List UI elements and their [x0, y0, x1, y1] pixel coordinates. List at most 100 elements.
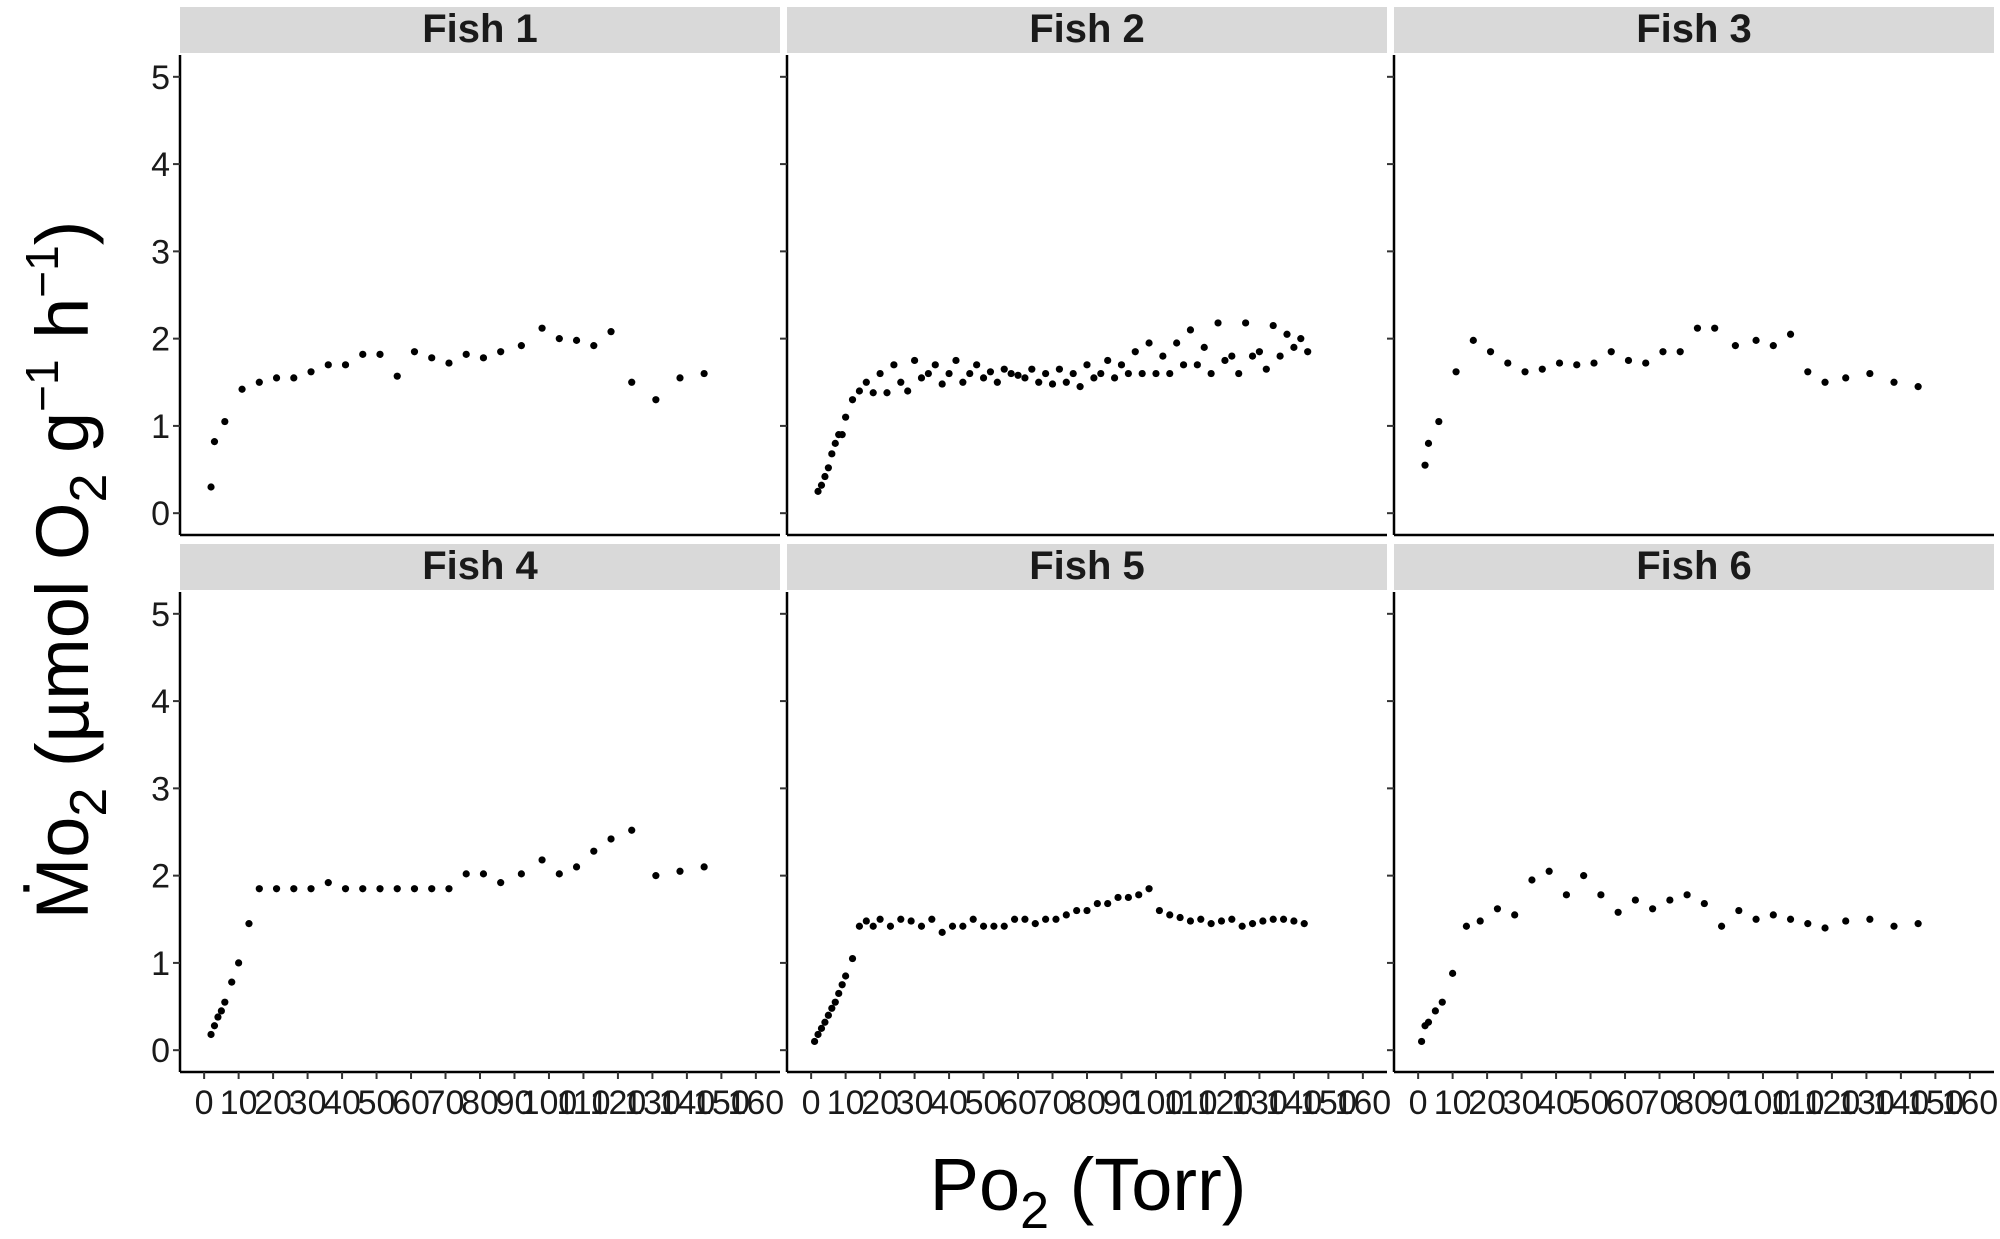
x-tick-label: 80: [1068, 1084, 1106, 1122]
data-point: [917, 922, 926, 930]
x-tick-label: 100: [1735, 1084, 1792, 1122]
data-point: [1421, 461, 1429, 469]
data-point: [1007, 369, 1015, 378]
data-point: [290, 374, 298, 382]
data-point: [290, 885, 298, 893]
data-point: [959, 922, 967, 930]
data-point: [607, 835, 615, 843]
data-point: [1821, 924, 1829, 932]
data-point: [590, 847, 598, 855]
x-tick-label: 110: [1770, 1084, 1824, 1122]
y-tick-label: 3: [151, 233, 170, 271]
data-point: [1062, 911, 1070, 919]
data-point: [824, 464, 832, 472]
data-point: [1590, 359, 1598, 367]
facet-panel: Fish 2: [780, 7, 1387, 537]
data-point: [272, 885, 281, 893]
data-point: [341, 885, 350, 893]
data-point: [1297, 335, 1305, 343]
data-point: [1290, 917, 1298, 925]
data-point: [1076, 383, 1084, 391]
data-point: [1731, 342, 1739, 350]
data-point: [1135, 891, 1143, 899]
data-point: [1193, 361, 1201, 369]
data-point: [1511, 911, 1519, 919]
data-point: [1042, 915, 1050, 923]
data-point: [848, 954, 857, 963]
data-point: [1555, 359, 1564, 367]
data-point: [393, 372, 401, 380]
x-tick-label: 130: [1231, 1084, 1288, 1122]
x-tick-label: 10: [1434, 1084, 1472, 1122]
data-point: [1493, 905, 1502, 913]
data-point: [652, 396, 660, 404]
data-point: [572, 336, 581, 344]
y-tick-label: 1: [151, 945, 170, 983]
data-point: [1752, 336, 1760, 344]
x-tick-label: 70: [1641, 1084, 1679, 1122]
data-point: [479, 870, 488, 878]
data-point: [1700, 899, 1708, 908]
data-point: [1021, 374, 1029, 382]
data-point: [835, 989, 843, 998]
y-tick-label: 4: [151, 146, 170, 184]
data-point: [376, 885, 384, 893]
data-point: [1649, 905, 1657, 913]
data-point: [1131, 348, 1139, 356]
data-point: [993, 378, 1001, 386]
data-point: [1683, 891, 1691, 899]
x-tick-label: 30: [896, 1084, 934, 1122]
data-point: [517, 870, 525, 878]
data-point: [445, 885, 453, 893]
data-point: [245, 920, 253, 928]
data-point: [1093, 899, 1101, 908]
data-point: [1914, 920, 1922, 928]
data-point: [1042, 369, 1050, 378]
data-point: [1735, 906, 1743, 915]
data-point: [538, 324, 546, 332]
data-point: [1504, 359, 1512, 367]
data-point: [917, 374, 926, 382]
data-point: [428, 885, 436, 893]
data-point: [1424, 1018, 1433, 1026]
data-point: [497, 879, 505, 887]
data-point: [341, 361, 350, 369]
data-point: [1752, 915, 1760, 923]
data-point: [897, 915, 905, 923]
facet-strip: [787, 7, 1387, 53]
data-point: [497, 348, 505, 356]
data-point: [1104, 356, 1112, 365]
facet-strip: [1394, 544, 1994, 590]
data-point: [979, 374, 988, 382]
data-point: [1179, 361, 1188, 369]
data-point: [1449, 969, 1457, 977]
x-tick-label: 150: [1907, 1084, 1964, 1122]
x-tick-label: 0: [1409, 1084, 1428, 1122]
data-point: [1228, 915, 1236, 923]
data-point: [1110, 374, 1119, 382]
facet-title: Fish 3: [1636, 7, 1752, 51]
x-tick-label: 140: [659, 1084, 716, 1122]
x-tick-label: 10: [220, 1084, 258, 1122]
x-tick-label: 20: [254, 1084, 292, 1122]
x-tick-label: 90: [1103, 1084, 1141, 1122]
data-point: [359, 350, 367, 358]
y-tick-label: 4: [151, 683, 170, 721]
x-tick-label: 50: [1572, 1084, 1610, 1122]
data-point: [228, 978, 236, 986]
data-point: [217, 1007, 225, 1015]
data-point: [1486, 348, 1495, 356]
data-point: [538, 856, 546, 864]
x-tick-label: 150: [1300, 1084, 1357, 1122]
data-point: [1124, 893, 1132, 902]
data-point: [700, 863, 708, 871]
data-point: [1021, 915, 1029, 923]
data-point: [1104, 899, 1112, 908]
data-point: [1580, 872, 1588, 880]
data-point: [393, 885, 401, 893]
data-point: [1200, 343, 1208, 351]
data-point: [1717, 922, 1726, 930]
facet-panel: Fish 3: [1387, 7, 1994, 537]
data-point: [838, 981, 846, 989]
x-tick-label: 130: [624, 1084, 681, 1122]
